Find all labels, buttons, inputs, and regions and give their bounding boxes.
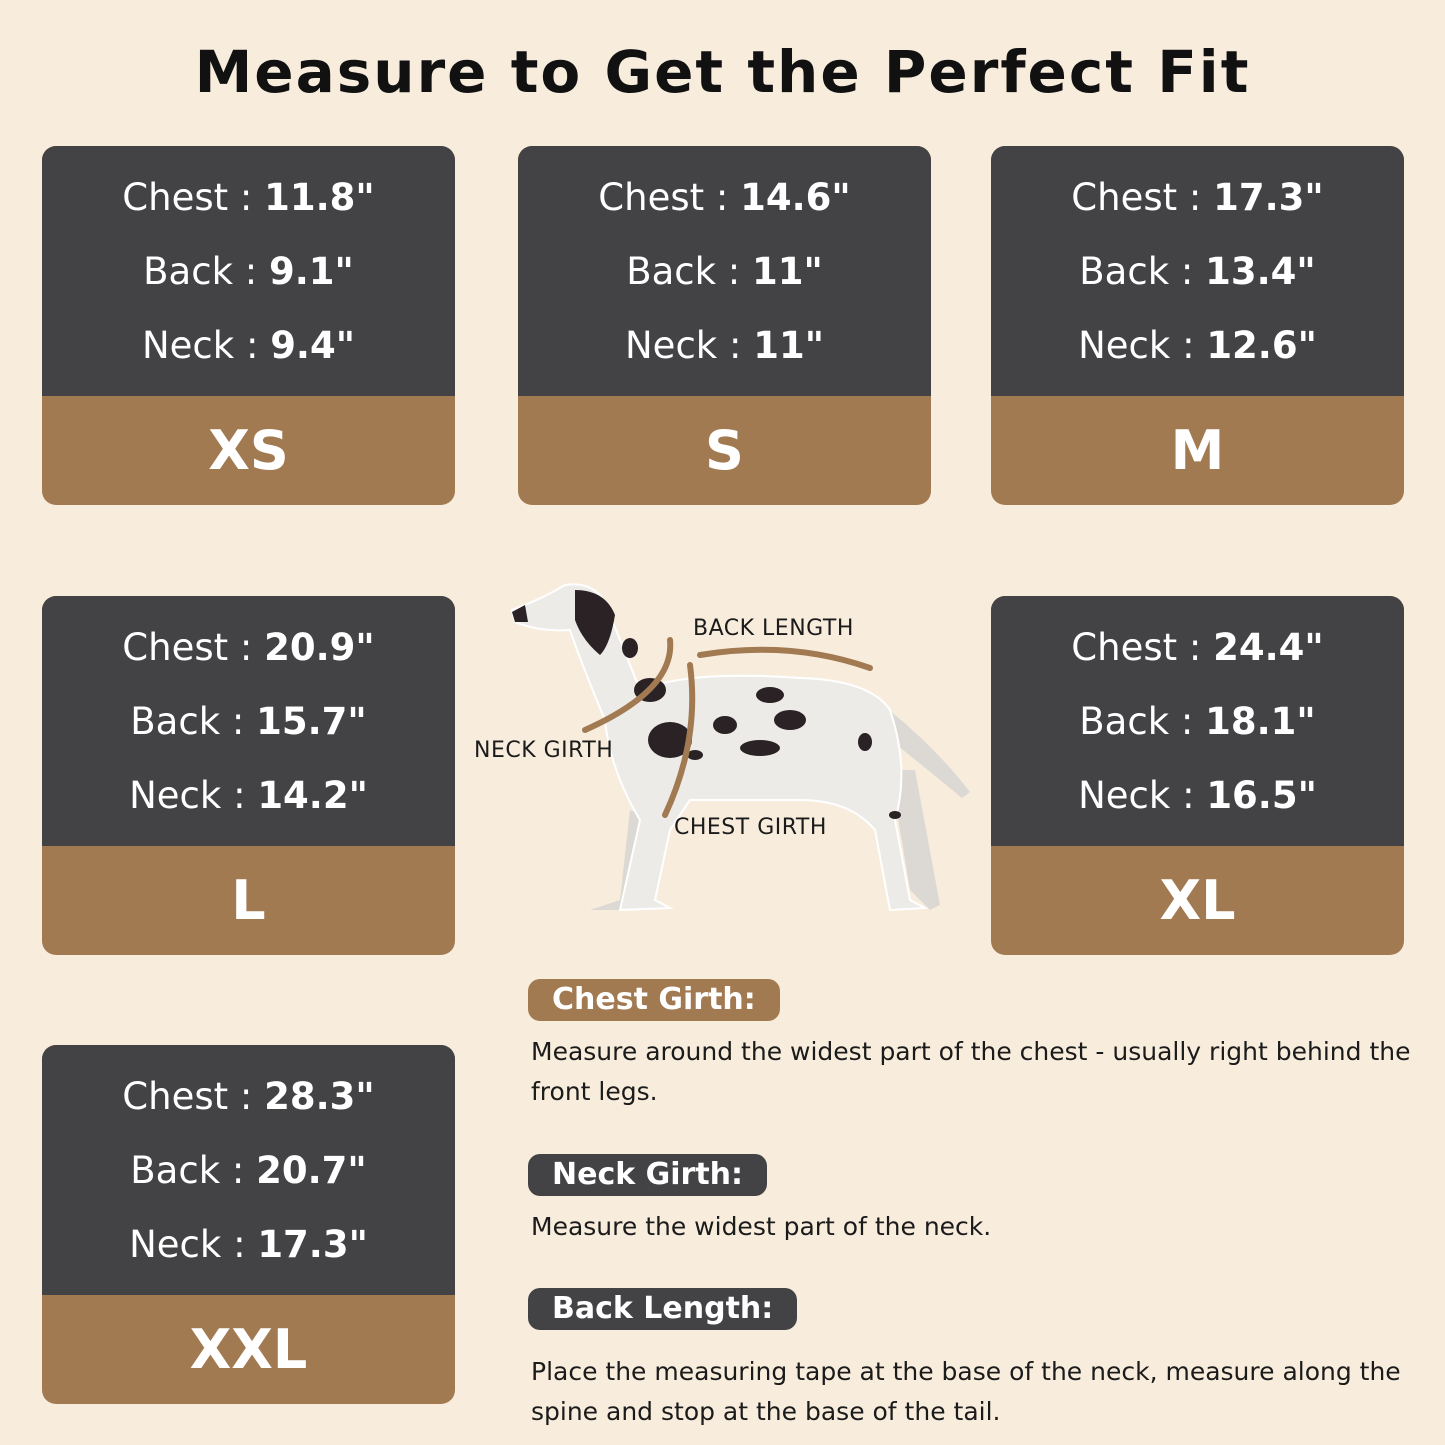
measurements: Chest : 11.8" Back : 9.1" Neck : 9.4": [42, 146, 455, 396]
back-value: 13.4": [1205, 249, 1316, 293]
neck-value: 12.6": [1206, 323, 1317, 367]
size-label: XL: [1159, 869, 1236, 932]
size-label: XS: [208, 419, 289, 482]
neck-value: 11": [753, 323, 824, 367]
neck-value: 9.4": [270, 323, 356, 367]
size-card-xl: Chest : 24.4" Back : 18.1" Neck : 16.5" XL: [991, 596, 1404, 955]
neck-label: Neck: [129, 1222, 222, 1266]
back-length-label: BACK LENGTH: [693, 616, 854, 641]
back-label: Back: [130, 1148, 221, 1192]
chest-value: 14.6": [740, 175, 851, 219]
neck-label: Neck: [129, 773, 222, 817]
chest-value: 24.4": [1213, 625, 1324, 669]
chest-girth-heading: Chest Girth:: [528, 979, 780, 1021]
back-measurement: Back : 13.4": [1079, 249, 1316, 293]
chest-measurement: Chest : 17.3": [1071, 175, 1324, 219]
back-label: Back: [1079, 249, 1170, 293]
measurements: Chest : 14.6" Back : 11" Neck : 11": [518, 146, 931, 396]
neck-label: Neck: [141, 323, 235, 367]
neck-measurement: Neck : 11": [625, 323, 824, 367]
size-card-m: Chest : 17.3" Back : 13.4" Neck : 12.6" M: [991, 146, 1404, 505]
back-value: 15.7": [256, 699, 367, 743]
neck-value: 16.5": [1206, 773, 1317, 817]
size-card-l: Chest : 20.9" Back : 15.7" Neck : 14.2" L: [42, 596, 455, 955]
back-measurement: Back : 11": [626, 249, 823, 293]
chest-value: 20.9": [264, 625, 375, 669]
page-title: Measure to Get the Perfect Fit: [194, 38, 1251, 106]
measurements: Chest : 17.3" Back : 13.4" Neck : 12.6": [991, 146, 1404, 396]
neck-measurement: Neck : 17.3": [129, 1222, 368, 1266]
measurements: Chest : 24.4" Back : 18.1" Neck : 16.5": [991, 596, 1404, 846]
chest-label: Chest: [1071, 175, 1178, 219]
chest-girth-text: Measure around the widest part of the ch…: [531, 1037, 1411, 1106]
measurements: Chest : 20.9" Back : 15.7" Neck : 14.2": [42, 596, 455, 846]
chest-value: 11.8": [264, 175, 375, 219]
chest-measurement: Chest : 14.6": [598, 175, 851, 219]
size-label: S: [705, 419, 744, 482]
neck-label: Neck: [1078, 323, 1171, 367]
neck-measurement: Neck : 12.6": [1078, 323, 1317, 367]
size-label: L: [231, 869, 266, 932]
back-length-heading: Back Length:: [528, 1288, 798, 1330]
size-card-s: Chest : 14.6" Back : 11" Neck : 11" S: [518, 146, 931, 505]
chest-label: Chest: [1071, 625, 1178, 669]
chest-value: 28.3": [264, 1074, 375, 1118]
chest-label: Chest: [122, 175, 229, 219]
chest-value: 17.3": [1213, 175, 1324, 219]
back-measurement: Back : 9.1": [143, 249, 354, 293]
neck-girth-label: NECK GIRTH: [474, 738, 614, 763]
back-measurement: Back : 20.7": [130, 1148, 367, 1192]
back-value: 9.1": [269, 249, 354, 293]
measurements: Chest : 28.3" Back : 20.7" Neck : 17.3": [42, 1045, 455, 1295]
chest-measurement: Chest : 24.4": [1071, 625, 1324, 669]
chest-label: Chest: [122, 625, 229, 669]
chest-girth-label: CHEST GIRTH: [674, 815, 827, 840]
chest-measurement: Chest : 20.9": [122, 625, 375, 669]
neck-value: 17.3": [257, 1222, 368, 1266]
back-label: Back: [626, 249, 717, 293]
back-value: 11": [752, 249, 823, 293]
size-label: M: [1170, 419, 1225, 482]
chest-measurement: Chest : 28.3": [122, 1074, 375, 1118]
back-measurement: Back : 15.7": [130, 699, 367, 743]
size-card-xs: Chest : 11.8" Back : 9.1" Neck : 9.4" XS: [42, 146, 455, 505]
neck-value: 14.2": [257, 773, 368, 817]
neck-measurement: Neck : 9.4": [141, 323, 356, 367]
neck-measurement: Neck : 16.5": [1078, 773, 1317, 817]
back-value: 20.7": [256, 1148, 367, 1192]
back-length-text: Place the measuring tape at the base of …: [531, 1357, 1401, 1426]
neck-girth-heading: Neck Girth:: [528, 1154, 768, 1196]
back-measurement: Back : 18.1": [1079, 699, 1316, 743]
neck-label: Neck: [625, 323, 718, 367]
size-card-xxl: Chest : 28.3" Back : 20.7" Neck : 17.3" XX…: [42, 1045, 455, 1404]
back-label: Back: [143, 249, 233, 293]
neck-girth-text: Measure the widest part of the neck.: [531, 1212, 992, 1241]
chest-measurement: Chest : 11.8": [122, 175, 375, 219]
chest-label: Chest: [122, 1074, 229, 1118]
back-value: 18.1": [1205, 699, 1316, 743]
back-label: Back: [130, 699, 221, 743]
size-label: XXL: [189, 1318, 308, 1381]
back-label: Back: [1079, 699, 1170, 743]
dalmatian-illustration: [510, 583, 970, 912]
neck-measurement: Neck : 14.2": [129, 773, 368, 817]
neck-label: Neck: [1078, 773, 1171, 817]
chest-label: Chest: [598, 175, 705, 219]
